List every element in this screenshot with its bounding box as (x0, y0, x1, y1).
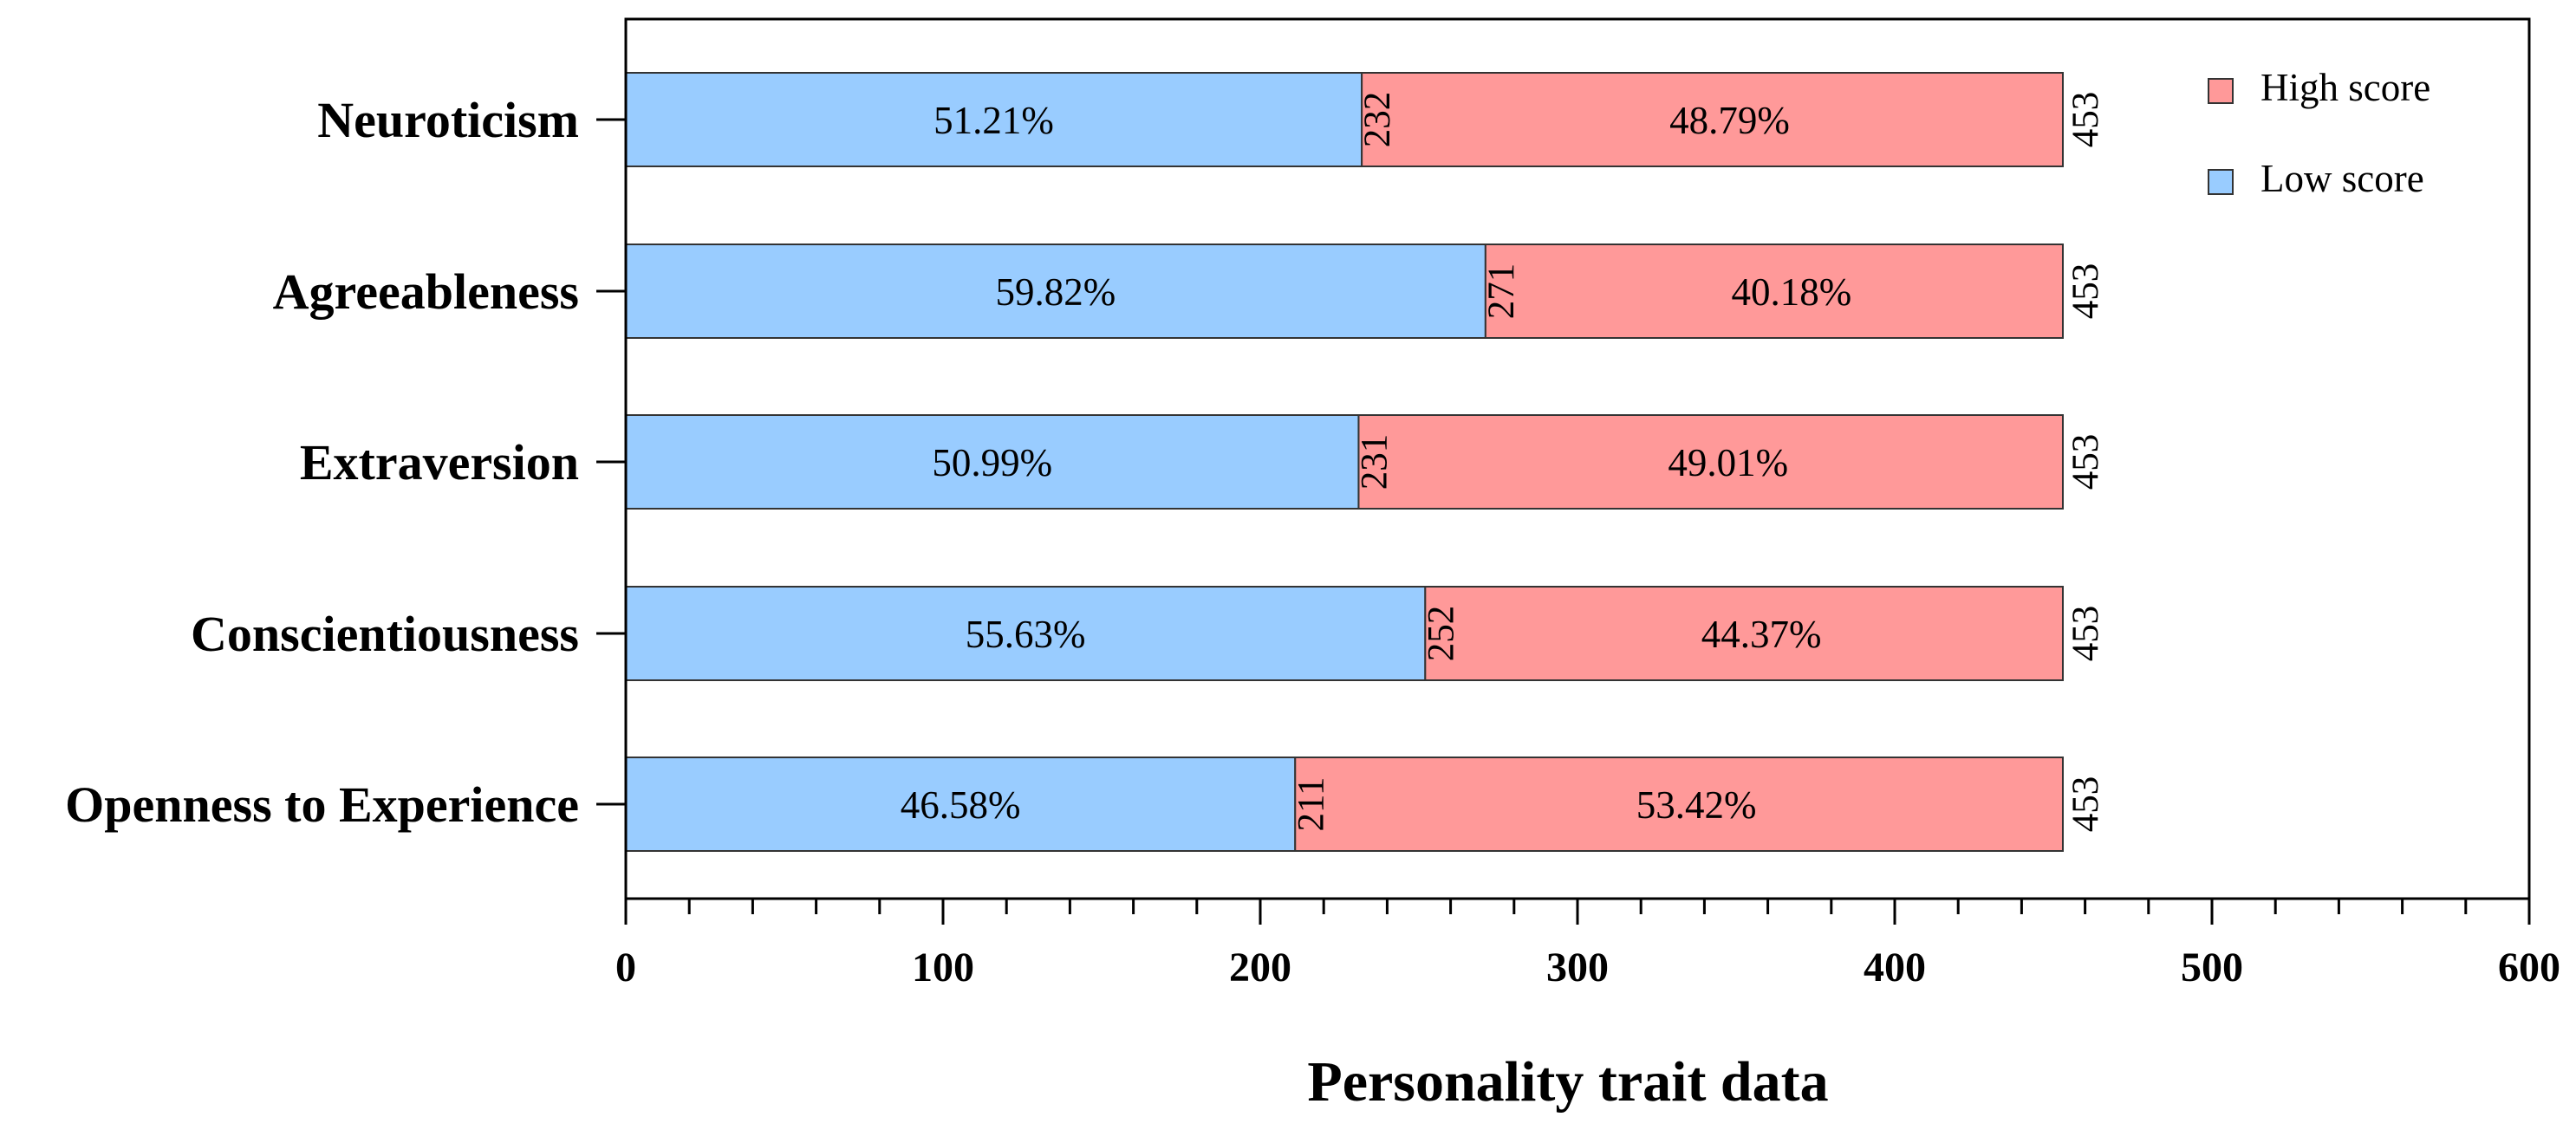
x-tick-label: 200 (1229, 945, 1291, 990)
low-percent-label: 50.99% (932, 441, 1052, 484)
bar-high-score-1 (1484, 244, 2064, 339)
bar-high-score-3 (1424, 586, 2064, 681)
legend-label: Low score (2261, 157, 2424, 200)
legend-swatch (2208, 169, 2234, 195)
x-tick-label: 400 (1864, 945, 1926, 990)
x-tick-label: 600 (2498, 945, 2560, 990)
x-tick-label: 500 (2181, 945, 2243, 990)
bar-low-score-3 (625, 586, 1427, 681)
total-value-label: 453 (2065, 92, 2106, 148)
low-percent-label: 46.58% (901, 783, 1021, 827)
high-percent-label: 53.42% (1636, 783, 1757, 827)
boundary-value-label: 271 (1481, 263, 1522, 320)
low-percent-label: 51.21% (933, 99, 1054, 142)
legend-swatch (2208, 78, 2234, 104)
category-label: Extraversion (300, 434, 579, 490)
boundary-value-label: 232 (1357, 92, 1398, 148)
high-percent-label: 49.01% (1668, 441, 1788, 484)
x-axis-title: Personality trait data (1307, 1050, 1828, 1114)
legend: High score Low score (2208, 66, 2430, 200)
bar-low-score-0 (625, 72, 1363, 167)
boundary-value-label: 252 (1421, 606, 1461, 662)
category-label: Conscientiousness (191, 606, 579, 662)
high-percent-label: 44.37% (1701, 613, 1822, 656)
bar-low-score-1 (625, 244, 1486, 339)
low-percent-label: 55.63% (966, 613, 1086, 656)
total-value-label: 453 (2065, 606, 2106, 662)
bar-low-score-2 (625, 414, 1360, 510)
boundary-value-label: 231 (1354, 434, 1395, 490)
total-value-label: 453 (2065, 434, 2106, 490)
low-percent-label: 59.82% (996, 270, 1116, 314)
high-percent-label: 40.18% (1732, 270, 1852, 314)
bar-high-score-2 (1357, 414, 2064, 510)
x-tick-label: 100 (912, 945, 974, 990)
bar-high-score-0 (1361, 72, 2064, 167)
total-value-label: 453 (2065, 776, 2106, 833)
axes-layer: 0 100 200 300 400 500 600 (596, 17, 2560, 990)
category-label: Neuroticism (317, 92, 579, 148)
category-label: Openness to Experience (65, 776, 579, 833)
legend-label: High score (2261, 66, 2430, 109)
x-tick-label: 300 (1546, 945, 1609, 990)
total-value-label: 453 (2065, 263, 2106, 320)
bar-high-score-4 (1294, 757, 2064, 852)
category-label: Agreeableness (273, 263, 579, 320)
bars-layer (625, 72, 2064, 852)
labels-layer: Neuroticism 51.21% 48.79% 232 453 Agreeablene… (65, 92, 2106, 833)
boundary-value-label: 211 (1291, 777, 1331, 832)
high-percent-label: 48.79% (1669, 99, 1790, 142)
x-tick-label: 0 (615, 945, 636, 990)
